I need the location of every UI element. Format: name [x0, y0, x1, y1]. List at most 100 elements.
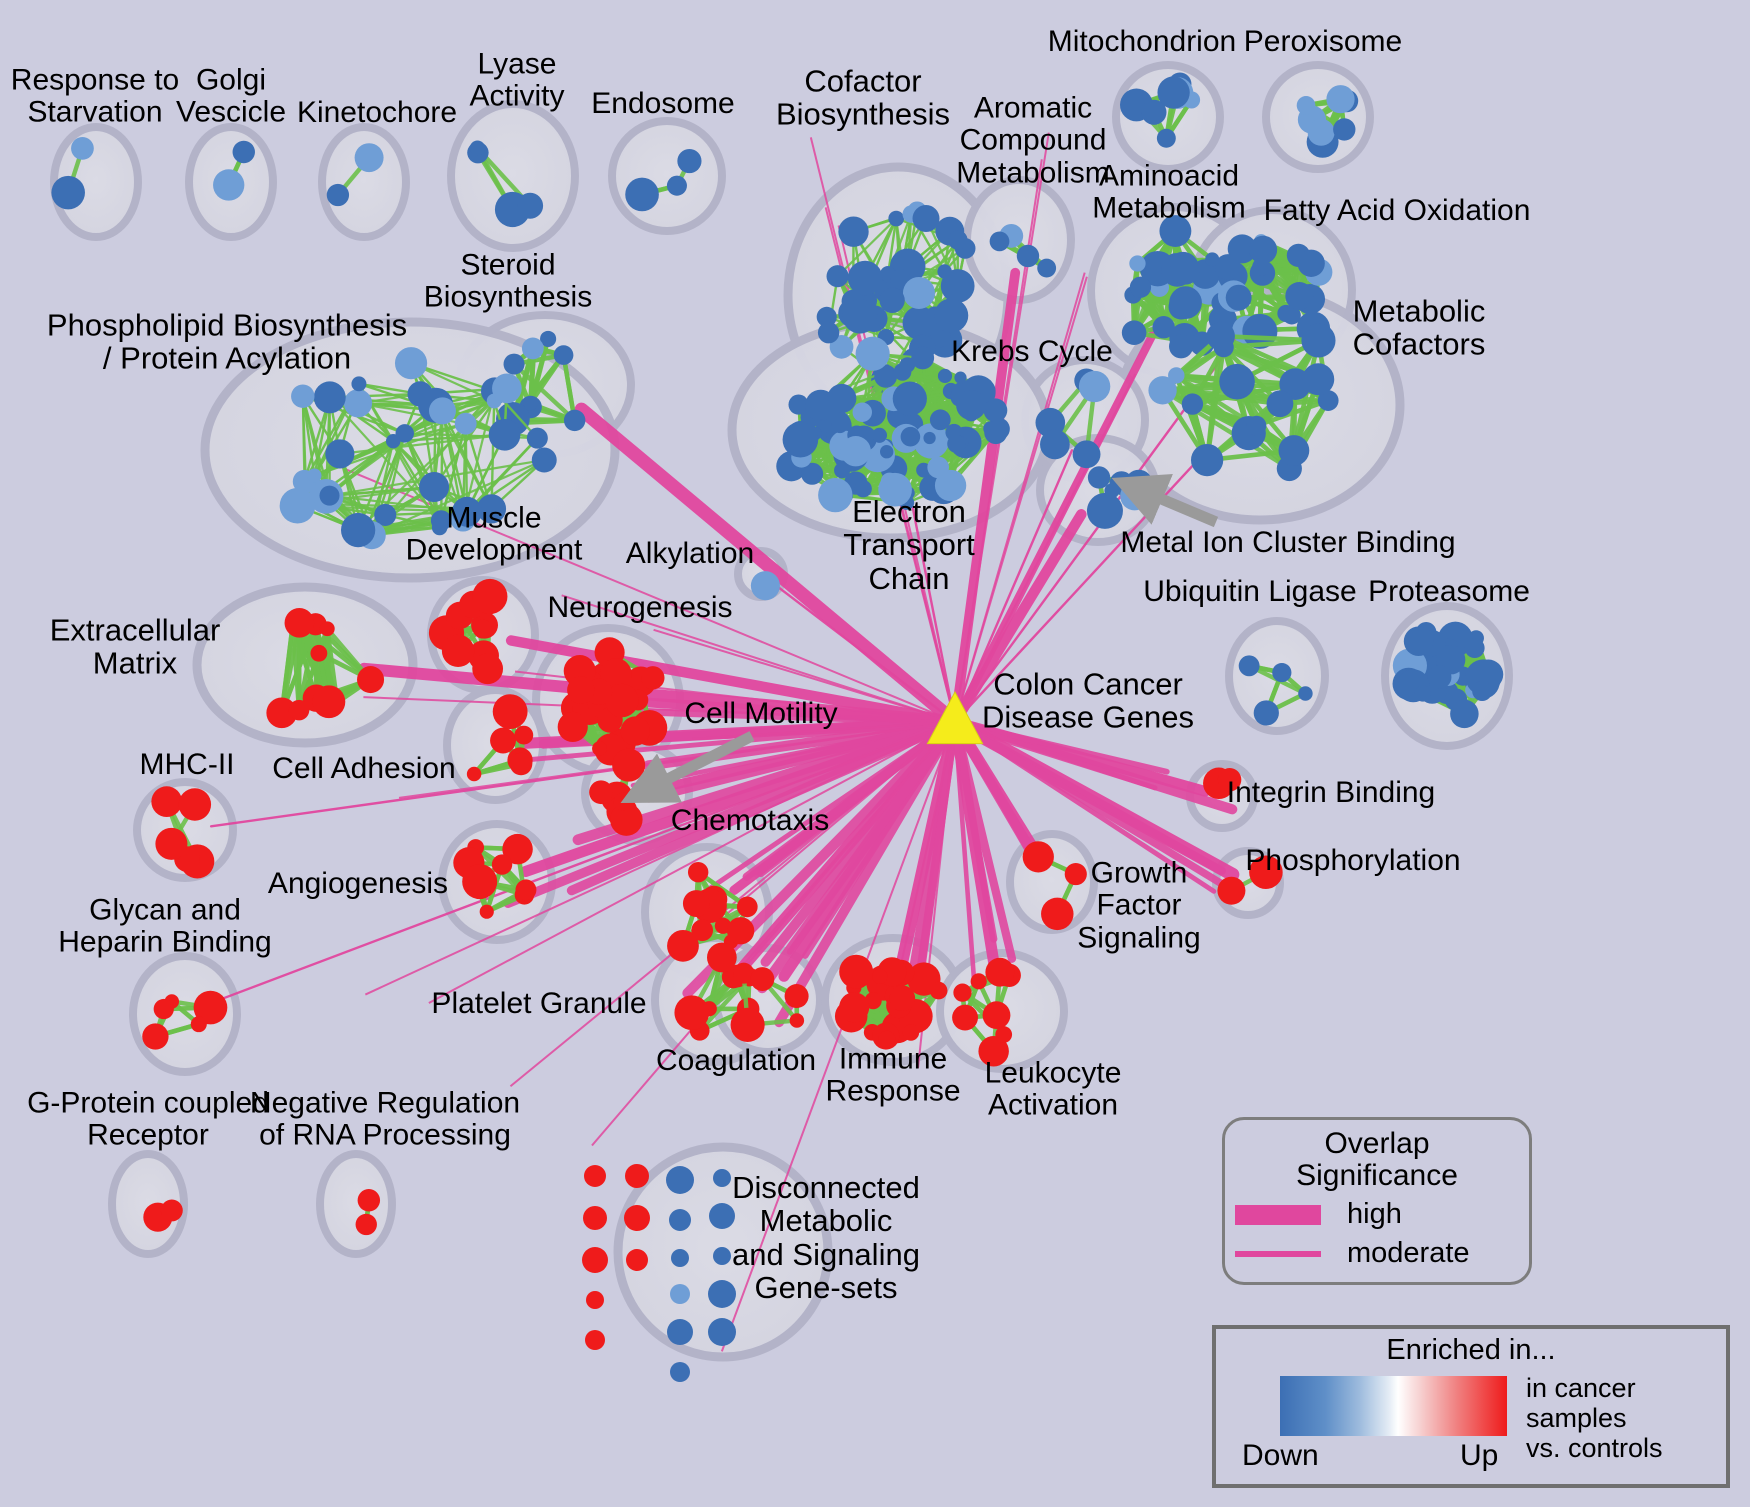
gene-node[interactable]	[888, 210, 905, 227]
gene-node[interactable]	[713, 1169, 731, 1187]
gene-node[interactable]	[788, 394, 809, 415]
gene-node[interactable]	[789, 1013, 805, 1028]
gene-node[interactable]	[838, 216, 869, 247]
gene-node[interactable]	[1403, 626, 1434, 656]
gene-node[interactable]	[1104, 483, 1120, 499]
hub-node[interactable]	[926, 690, 984, 745]
gene-node[interactable]	[691, 919, 714, 942]
gene-node[interactable]	[557, 711, 588, 743]
gene-node[interactable]	[479, 904, 494, 919]
gene-node[interactable]	[900, 426, 921, 447]
gene-node[interactable]	[160, 1199, 183, 1222]
gene-node[interactable]	[503, 353, 525, 375]
gene-node[interactable]	[523, 396, 538, 411]
gene-node[interactable]	[428, 397, 456, 425]
gene-node[interactable]	[492, 373, 522, 404]
gene-node[interactable]	[1214, 254, 1241, 281]
gene-node[interactable]	[232, 140, 255, 164]
gene-node[interactable]	[1238, 655, 1260, 677]
gene-node[interactable]	[878, 1030, 896, 1048]
gene-node[interactable]	[1156, 128, 1176, 148]
gene-node[interactable]	[952, 1004, 978, 1031]
gene-node[interactable]	[592, 741, 607, 756]
gene-node[interactable]	[472, 653, 504, 685]
gene-node[interactable]	[625, 177, 659, 212]
gene-node[interactable]	[419, 471, 450, 502]
gene-node[interactable]	[954, 371, 967, 384]
gene-node[interactable]	[970, 973, 987, 990]
gene-node[interactable]	[750, 967, 775, 991]
gene-node[interactable]	[852, 402, 872, 422]
gene-node[interactable]	[641, 666, 665, 690]
gene-node[interactable]	[1246, 415, 1267, 436]
gene-node[interactable]	[354, 143, 384, 173]
gene-node[interactable]	[871, 427, 888, 443]
gene-node[interactable]	[585, 1330, 605, 1350]
gene-node[interactable]	[430, 510, 452, 531]
gene-node[interactable]	[1217, 876, 1246, 905]
gene-node[interactable]	[1121, 320, 1147, 345]
gene-node[interactable]	[340, 512, 376, 548]
gene-node[interactable]	[612, 748, 646, 782]
gene-node[interactable]	[713, 1247, 731, 1265]
gene-node[interactable]	[671, 1249, 689, 1267]
gene-node[interactable]	[817, 321, 840, 344]
gene-node[interactable]	[872, 968, 888, 984]
gene-node[interactable]	[736, 896, 758, 918]
gene-node[interactable]	[854, 480, 872, 498]
gene-node[interactable]	[624, 1205, 650, 1231]
gene-node[interactable]	[1169, 334, 1194, 359]
gene-node[interactable]	[818, 477, 853, 513]
gene-node[interactable]	[1206, 321, 1235, 351]
gene-node[interactable]	[1152, 316, 1175, 339]
gene-node[interactable]	[1253, 700, 1279, 726]
cluster-blob-negative-regulation-rna-processing[interactable]	[316, 1150, 396, 1258]
gene-node[interactable]	[291, 384, 315, 408]
cluster-blob-kinetochore[interactable]	[318, 123, 410, 241]
gene-node[interactable]	[956, 390, 987, 421]
gene-node[interactable]	[1464, 638, 1485, 659]
gene-node[interactable]	[953, 983, 972, 1002]
gene-node[interactable]	[1249, 235, 1278, 264]
gene-node[interactable]	[514, 725, 534, 745]
gene-node[interactable]	[531, 447, 557, 473]
gene-node[interactable]	[509, 752, 533, 776]
gene-node[interactable]	[613, 792, 632, 811]
gene-node[interactable]	[670, 1284, 690, 1304]
gene-node[interactable]	[1170, 255, 1201, 285]
gene-node[interactable]	[730, 1007, 765, 1042]
gene-node[interactable]	[912, 205, 940, 232]
gene-node[interactable]	[441, 634, 475, 667]
gene-node[interactable]	[733, 962, 755, 984]
gene-node[interactable]	[674, 995, 710, 1031]
gene-node[interactable]	[666, 1166, 694, 1194]
gene-node[interactable]	[1086, 492, 1123, 529]
gene-node[interactable]	[1317, 390, 1339, 411]
gene-node[interactable]	[855, 336, 890, 371]
gene-node[interactable]	[929, 981, 948, 1000]
gene-node[interactable]	[750, 571, 780, 601]
gene-node[interactable]	[178, 788, 212, 821]
gene-node[interactable]	[473, 619, 493, 639]
gene-node[interactable]	[312, 685, 346, 719]
gene-node[interactable]	[669, 1209, 691, 1231]
gene-node[interactable]	[1302, 363, 1335, 396]
gene-node[interactable]	[1285, 282, 1314, 310]
gene-node[interactable]	[839, 954, 874, 989]
gene-node[interactable]	[995, 1026, 1013, 1043]
gene-node[interactable]	[1472, 681, 1493, 702]
gene-node[interactable]	[1307, 118, 1335, 146]
gene-node[interactable]	[902, 276, 935, 309]
gene-node[interactable]	[51, 175, 85, 210]
gene-node[interactable]	[666, 175, 687, 196]
gene-node[interactable]	[708, 1318, 736, 1346]
gene-node[interactable]	[911, 346, 935, 370]
gene-node[interactable]	[553, 345, 574, 365]
gene-node[interactable]	[284, 608, 315, 638]
gene-node[interactable]	[1078, 370, 1111, 403]
gene-node[interactable]	[502, 833, 533, 865]
gene-node[interactable]	[874, 364, 898, 388]
gene-node[interactable]	[940, 269, 975, 303]
gene-node[interactable]	[625, 1164, 649, 1188]
gene-node[interactable]	[153, 998, 174, 1020]
